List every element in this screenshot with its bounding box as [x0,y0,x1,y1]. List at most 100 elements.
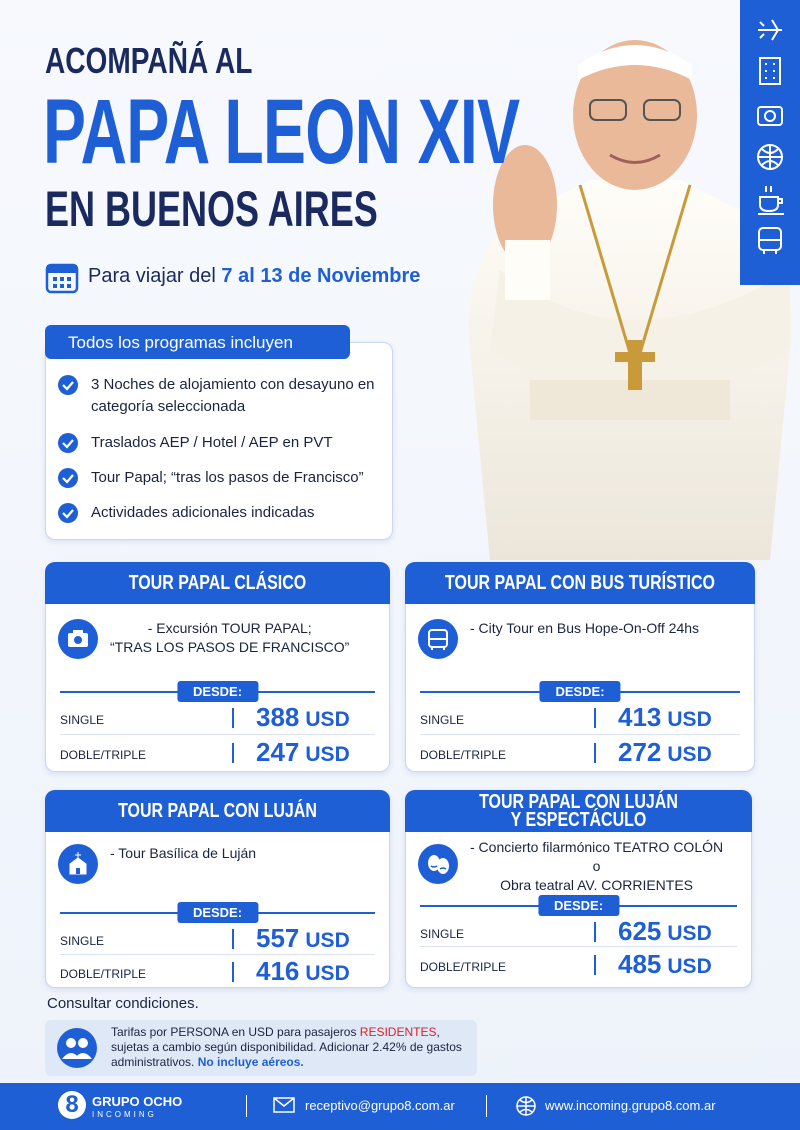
price-label: SINGLE [60,713,105,727]
tour-description: - Excursión TOUR PAPAL; “TRAS LOS PASOS D… [110,619,349,657]
tour-title-line: TOUR PAPAL CON LUJÁN [118,800,317,822]
title-line1: ACOMPAÑÁ AL [45,40,253,81]
tour-title: TOUR PAPAL CLÁSICO [45,562,390,604]
conditions: Consultar condiciones. [47,995,199,1012]
check-icon [58,433,78,453]
price-currency: USD [305,708,350,731]
calendar-icon [45,263,79,294]
tour-icon [58,619,98,659]
include-text: Actividades adicionales indicadas [91,504,315,521]
tour-title-line: TOUR PAPAL CON BUS TURÍSTICO [445,572,715,594]
includes-title: Todos los programas incluyen [45,325,350,359]
icon [68,630,88,647]
price-currency: USD [305,929,350,953]
tour-title: TOUR PAPAL CON LUJÁN Y ESPECTÁCULO [405,790,752,832]
price-value: 272 [618,737,662,767]
desde-label: DESDE: [539,681,621,702]
tour-card: TOUR PAPAL CON LUJÁN - Tour Basílica de L… [45,790,390,988]
logo: 8 [58,1091,86,1119]
tour-icon [58,843,98,884]
title-line2: PAPA LEON XIV [43,81,520,183]
icon [428,629,448,650]
price-currency: USD [667,954,712,978]
people-icon [57,1028,97,1068]
tour-icon [418,619,458,659]
separator [594,921,596,942]
separator [594,954,596,975]
price-label: DOBLE/TRIPLE [420,959,507,974]
separator [232,743,234,763]
description-line: o [592,858,601,875]
include-text: 3 Noches de alojamiento con desayuno en … [91,376,375,415]
tour-card: TOUR PAPAL CLÁSICO - Excursión TOUR PAPAL… [45,562,390,772]
note-emphasis: No incluye aéreos. [197,1055,304,1069]
email: receptivo@grupo8.com.ar [305,1098,455,1113]
separator [594,708,596,728]
desde-label: DESDE: [537,894,620,916]
price-currency: USD [667,921,712,945]
price-label: SINGLE [60,934,105,949]
description-line: - Excursión TOUR PAPAL; [147,620,312,636]
title-block: ACOMPAÑÁ AL [45,40,311,82]
brand-sub: INCOMING [92,1110,157,1119]
price: 416 USD [256,956,350,987]
separator [232,962,234,983]
tour-title: TOUR PAPAL CON LUJÁN [45,790,390,832]
description-line: Obra teatral AV. CORRIENTES [500,877,694,894]
mail-icon [273,1097,295,1113]
title-line3: EN BUENOS AIRES [45,181,378,237]
price-currency: USD [667,708,712,731]
tour-icon [418,843,458,884]
tour-title: TOUR PAPAL CON BUS TURÍSTICO [405,562,755,604]
row-divider [420,734,740,735]
price: 247 USD [256,737,350,768]
separator [594,743,596,763]
footer: 8 GRUPO OCHO INCOMING receptivo@grupo8.c… [0,1083,800,1130]
price-value: 625 [618,915,662,946]
dates: Para viajar del 7 al 13 de Noviembre [88,265,420,288]
price: 557 USD [256,923,350,954]
description-line: - Concierto filarmónico TEATRO COLÓN [470,839,724,856]
price-label: DOBLE/TRIPLE [60,967,147,982]
dates-prefix: Para viajar del [88,265,216,287]
tour-title-line: Y ESPECTÁCULO [510,809,647,831]
separator [232,708,234,728]
tour-description: - Tour Basílica de Luján [110,844,256,863]
icon [69,851,87,875]
tour-card: TOUR PAPAL CON LUJÁN Y ESPECTÁCULO - Conci… [405,790,752,988]
include-text: Tour Papal; “tras los pasos de Francisco… [91,469,364,486]
price-currency: USD [305,962,350,986]
tour-description: - City Tour en Bus Hope-On-Off 24hs [470,619,699,638]
price-value: 388 [256,702,300,732]
separator [232,929,234,950]
price-value: 485 [618,948,662,979]
check-icon [58,503,78,523]
price-label: SINGLE [420,713,465,727]
description-line: “TRAS LOS PASOS DE FRANCISCO” [110,639,350,655]
pope-illustration [468,40,792,560]
sidebar [740,0,800,285]
check-icon [58,375,78,395]
price: 272 USD [618,737,712,768]
row-divider [60,734,375,735]
tour-title-line: TOUR PAPAL CON LUJÁN [479,791,678,813]
row-divider [420,946,737,948]
tour-description: - Concierto filarmónico TEATRO COLÓN o Obr… [470,838,723,895]
brand: GRUPO OCHO [92,1094,183,1109]
price-label: SINGLE [420,926,465,941]
note-text: , sujetas a cambio según disponibilidad.… [111,1025,462,1069]
row-divider [60,953,375,955]
note-highlight: RESIDENTES [359,1025,437,1039]
desde-label: DESDE: [176,902,259,924]
price-value: 557 [256,923,300,954]
divider [486,1095,487,1117]
website: www.incoming.grupo8.com.ar [545,1098,716,1113]
price: 388 USD [256,702,350,733]
description-line: - City Tour en Bus Hope-On-Off 24hs [470,620,700,636]
note-box: Tarifas por PERSONA en USD para pasajero… [45,1020,477,1076]
price: 625 USD [618,916,712,947]
description-line: - Tour Basílica de Luján [110,844,257,861]
check-icon [58,468,78,488]
desde-label: DESDE: [176,681,259,702]
